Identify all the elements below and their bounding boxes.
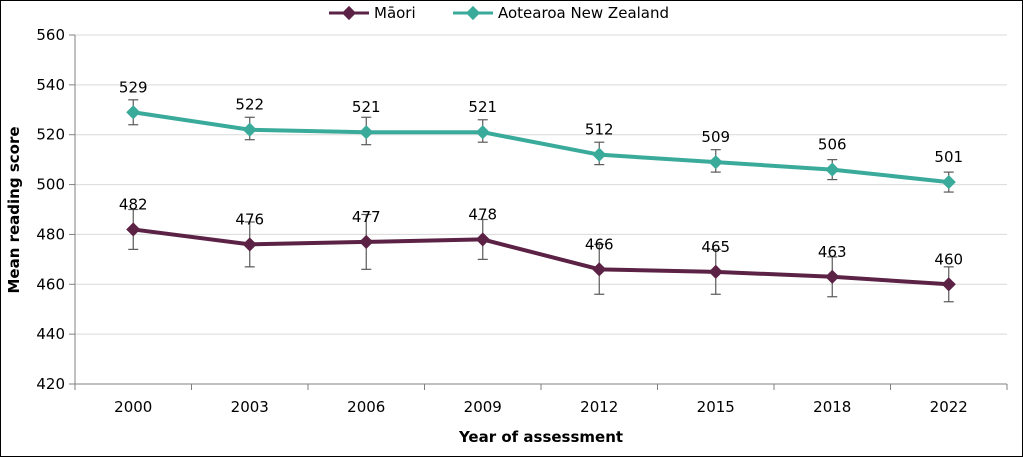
legend-label-maori: Māori: [374, 4, 416, 22]
data-label-new-zealand: 521: [352, 98, 381, 116]
legend: Māori Aotearoa New Zealand: [329, 4, 669, 22]
x-tick-label: 2012: [580, 398, 618, 416]
series-line-maori: [132, 227, 949, 287]
x-tick-label: 2003: [231, 398, 269, 416]
data-label-maori: 478: [468, 205, 497, 223]
x-tick-label: 2015: [697, 398, 735, 416]
data-point-maori[interactable]: [126, 222, 141, 237]
data-point-new-zealand[interactable]: [126, 105, 141, 120]
data-label-maori: 466: [585, 235, 614, 253]
data-point-new-zealand[interactable]: [941, 175, 956, 190]
data-point-maori[interactable]: [359, 234, 374, 249]
x-axis-title: Year of assessment: [458, 428, 623, 446]
data-point-maori[interactable]: [825, 269, 840, 284]
legend-item-new-zealand[interactable]: Aotearoa New Zealand: [453, 4, 669, 22]
legend-item-maori[interactable]: Māori: [329, 4, 416, 22]
x-tick-label: 2000: [114, 398, 152, 416]
y-tick-label: 540: [36, 76, 65, 94]
y-tick-label: 500: [36, 176, 65, 194]
x-tick-label: 2022: [930, 398, 968, 416]
data-point-maori[interactable]: [242, 237, 257, 252]
data-label-maori: 463: [818, 243, 847, 261]
data-label-maori: 476: [235, 210, 264, 228]
y-tick-label: 480: [36, 225, 65, 243]
data-label-maori: 465: [701, 238, 730, 256]
data-point-new-zealand[interactable]: [592, 147, 607, 162]
data-point-new-zealand[interactable]: [242, 122, 257, 137]
data-label-maori: 482: [119, 195, 148, 213]
data-label-new-zealand: 509: [701, 128, 730, 146]
data-label-maori: 460: [934, 250, 963, 268]
data-point-maori[interactable]: [708, 264, 723, 279]
x-tick-label: 2009: [464, 398, 502, 416]
x-tick-labels: 2000 2003 2006 2009 2012 2015 2018 2022: [114, 398, 968, 416]
series-line-new-zealand: [132, 110, 949, 185]
data-point-maori[interactable]: [475, 232, 490, 247]
data-label-new-zealand: 501: [934, 148, 963, 166]
y-tick-label: 560: [36, 26, 65, 44]
data-point-maori[interactable]: [941, 277, 956, 292]
y-tick-labels: 420 440 460 480 500 520 540 560: [36, 26, 65, 393]
data-point-new-zealand[interactable]: [359, 125, 374, 140]
data-label-new-zealand: 521: [468, 98, 497, 116]
series-layer: [126, 99, 956, 303]
y-tick-label: 520: [36, 126, 65, 144]
data-label-new-zealand: 506: [818, 136, 847, 154]
y-tick-label: 460: [36, 275, 65, 293]
gridlines: [75, 34, 1007, 385]
legend-marker-new-zealand: [465, 5, 481, 21]
x-tick-label: 2018: [813, 398, 851, 416]
data-labels: 482 476 477 478 466 465 463 460 529 522 521 521 512 5…: [119, 78, 963, 268]
data-label-maori: 477: [352, 208, 381, 226]
data-label-new-zealand: 529: [119, 78, 148, 96]
y-tick-label: 440: [36, 325, 65, 343]
data-label-new-zealand: 512: [585, 121, 614, 139]
x-tick-label: 2006: [347, 398, 385, 416]
legend-marker-maori: [341, 5, 357, 21]
data-point-new-zealand[interactable]: [475, 125, 490, 140]
y-axis-title: Mean reading score: [5, 126, 23, 293]
data-point-new-zealand[interactable]: [708, 155, 723, 170]
y-tick-label: 420: [36, 375, 65, 393]
data-point-new-zealand[interactable]: [825, 162, 840, 177]
axes: [69, 34, 1008, 390]
legend-label-new-zealand: Aotearoa New Zealand: [498, 4, 669, 22]
data-label-new-zealand: 522: [235, 96, 264, 114]
data-point-maori[interactable]: [592, 262, 607, 277]
